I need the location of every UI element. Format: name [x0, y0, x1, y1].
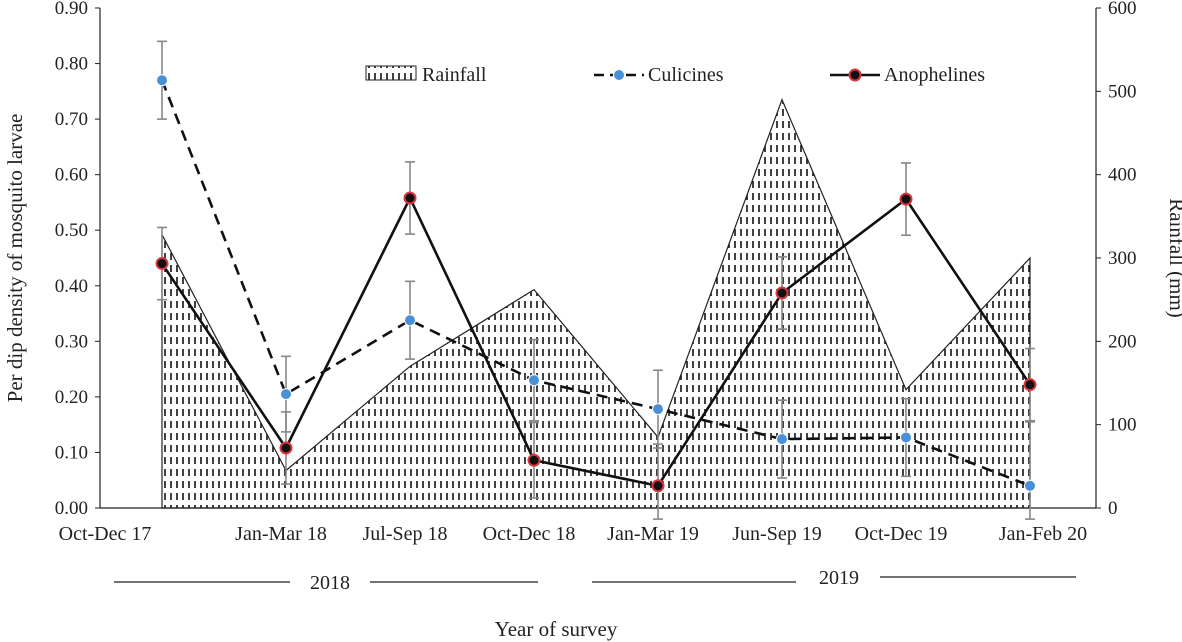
anophelines-point	[527, 453, 541, 467]
x-tick-label: Oct-Dec 19	[855, 523, 948, 545]
legend-rainfall-label: Rainfall	[422, 64, 487, 86]
anophelines-point	[651, 479, 665, 493]
legend-culicines-marker	[613, 69, 625, 81]
anophelines-line	[160, 195, 1032, 488]
y-tick-label: 0.70	[55, 109, 88, 130]
culicines-line	[160, 79, 1031, 487]
plot-area: 0.00 0.10 0.20 0.30 0.40 0.50 0.60 0.70 0.80 0.90…	[3, 0, 1182, 641]
x-tick-label: Jan-Mar 19	[607, 523, 699, 545]
y2-tick-label: 0	[1108, 498, 1118, 519]
y2-tick-label: 500	[1108, 81, 1137, 102]
x-tick-label: Jul-Sep 18	[363, 523, 448, 545]
x-tick-label: Oct-Dec 17	[59, 523, 152, 545]
anophelines-point	[403, 191, 417, 205]
x-axis-title: Year of survey	[495, 617, 618, 641]
y-tick-label: 0.20	[55, 387, 88, 408]
culicines-point	[776, 433, 788, 446]
y2-tick-label: 300	[1108, 248, 1137, 269]
x-tick-label: Oct-Dec 18	[483, 523, 576, 545]
y2-tick-label: 200	[1108, 331, 1137, 352]
legend-anophelines-label: Anophelines	[884, 64, 985, 86]
culicines-point	[900, 431, 912, 444]
y-axis-title: Per dip density of mosquito larvae	[3, 114, 27, 403]
culicines-point	[404, 314, 416, 327]
y-tick-label: 0.00	[55, 498, 88, 519]
culicines-point	[528, 374, 540, 387]
y-tick-label: 0.40	[55, 276, 88, 297]
y-tick-label: 0.60	[55, 165, 88, 186]
y2-tick-label: 600	[1108, 0, 1137, 19]
anophelines-point	[899, 192, 913, 206]
y2-axis-title: Rainfall (mm)	[1165, 198, 1182, 318]
year-label-2019: 2019	[819, 567, 859, 589]
x-tick-label: Jan-Feb 20	[999, 523, 1087, 545]
y-tick-label: 0.80	[55, 54, 88, 75]
x-tick-label: Jun-Sep 19	[732, 523, 821, 545]
legend-culicines-label: Culicines	[648, 64, 724, 86]
legend-anophelines-marker	[848, 68, 862, 82]
y-tick-label: 0.90	[55, 0, 88, 19]
y-tick-label: 0.10	[55, 442, 88, 463]
y-tick-label: 0.50	[55, 220, 88, 241]
x-tick-label: Jan-Mar 18	[235, 523, 327, 545]
anophelines-point	[279, 441, 293, 455]
anophelines-point	[775, 286, 789, 300]
culicines-point	[652, 403, 664, 416]
culicines-point	[156, 74, 168, 87]
culicines-point	[1024, 479, 1036, 492]
culicines-point	[280, 388, 292, 401]
y2-tick-label: 400	[1108, 165, 1137, 186]
anophelines-point	[155, 257, 169, 271]
year-label-2018: 2018	[310, 572, 350, 594]
legend-rainfall-swatch	[365, 65, 417, 81]
y-tick-label: 0.30	[55, 331, 88, 352]
y2-tick-label: 100	[1108, 415, 1137, 436]
anophelines-point	[1023, 378, 1037, 392]
